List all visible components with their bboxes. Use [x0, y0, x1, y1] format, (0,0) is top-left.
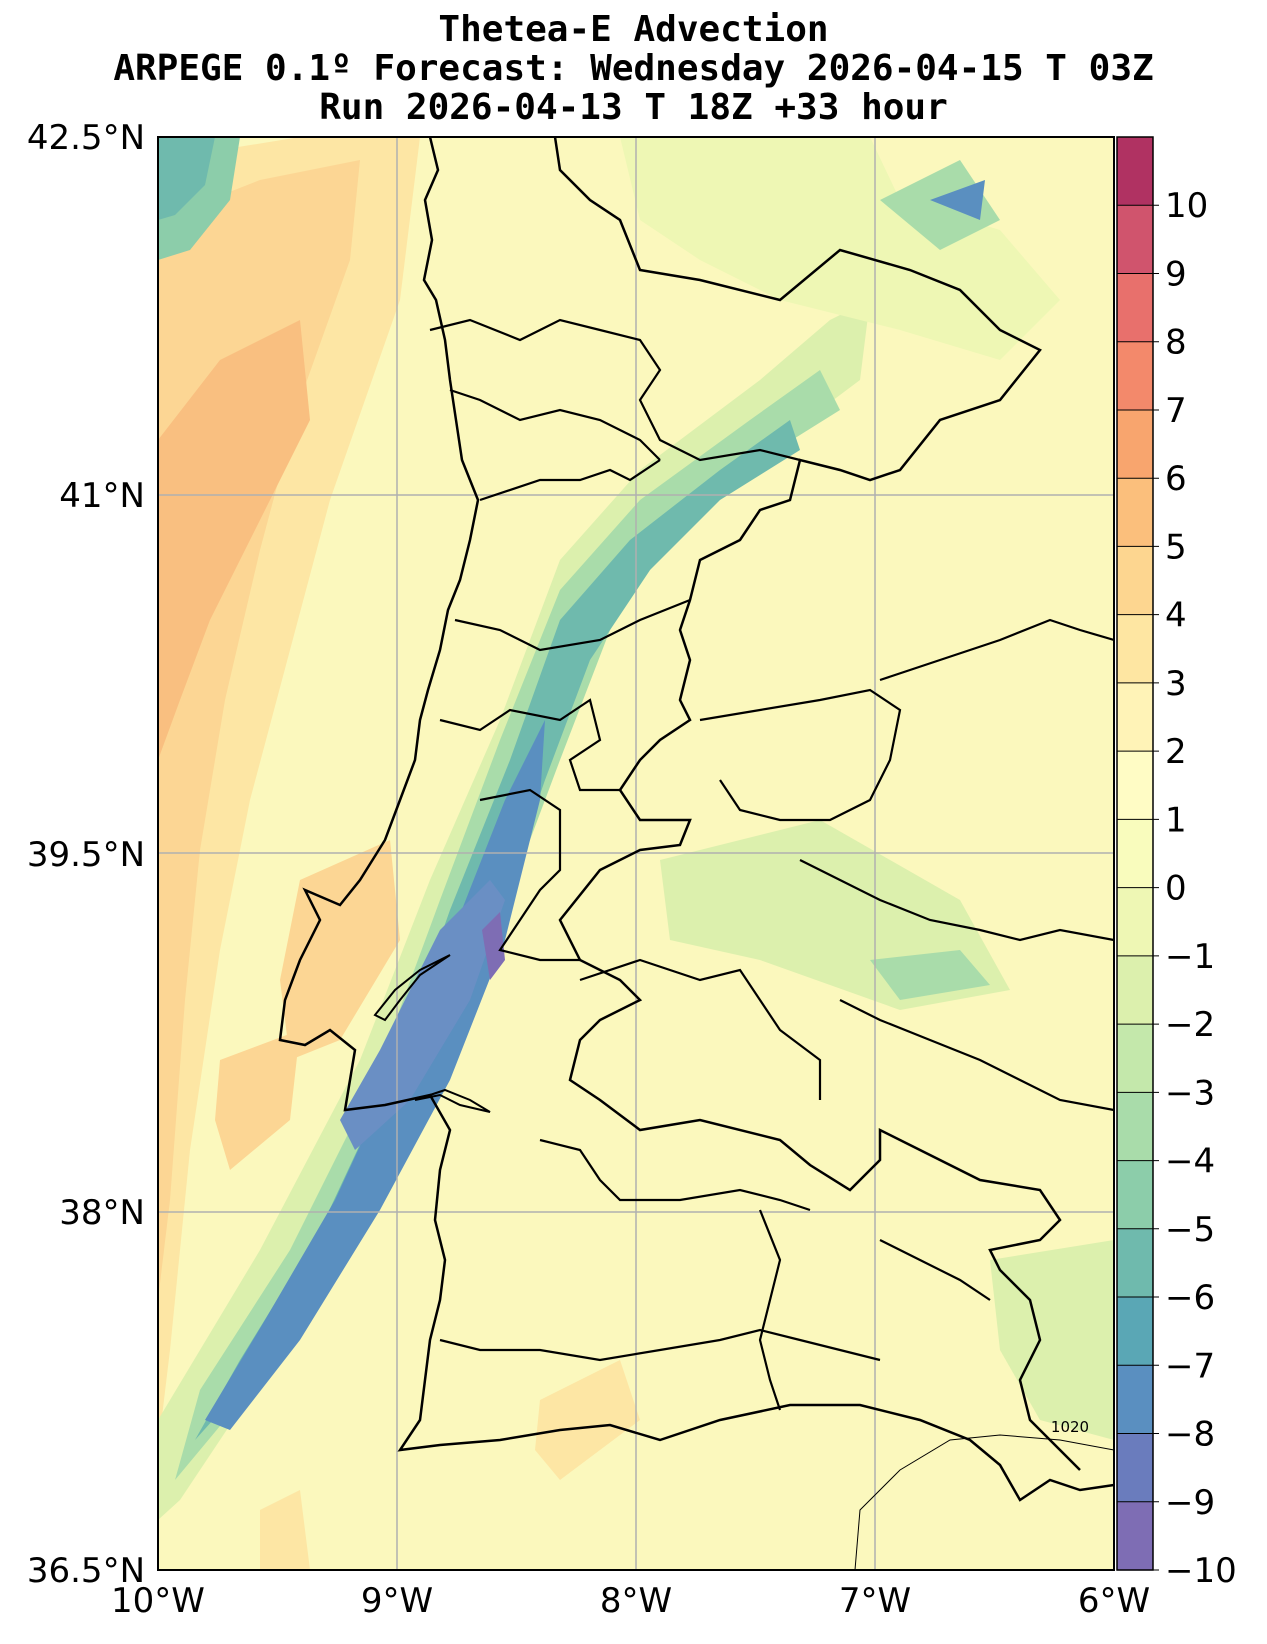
- colorbar-segment: [1117, 546, 1153, 616]
- map-subtitle-forecast: ARPEGE 0.1º Forecast: Wednesday 2026-04-…: [113, 48, 1154, 89]
- colorbar-label: 0: [1165, 869, 1187, 909]
- district-aveiro-north: [479, 459, 661, 502]
- colorbar-label: 1: [1165, 800, 1187, 840]
- isobar-1020: [854, 1434, 1114, 1570]
- colorbar-label: −10: [1165, 1551, 1237, 1591]
- lat-tick-42-5: 42.5°N: [27, 118, 145, 158]
- lon-tick-10w: 10°W: [111, 1581, 205, 1621]
- colorbar-label: −4: [1165, 1142, 1215, 1182]
- field-warm-sw: [215, 1030, 300, 1170]
- colorbar-segment: [1117, 819, 1153, 889]
- colorbar-label: 3: [1165, 664, 1187, 704]
- tagus-estuary: [373, 954, 451, 1022]
- field-cool-ne: [880, 160, 1000, 250]
- colorbar-label: −2: [1165, 1005, 1215, 1045]
- colorbar-label: −1: [1165, 937, 1215, 977]
- colorbar-label: −3: [1165, 1073, 1215, 1113]
- colorbar-label: 7: [1165, 391, 1187, 431]
- field-cold-band-core-lisbon: [340, 880, 505, 1150]
- field-warm-ocean-core: [158, 320, 310, 760]
- colorbar-label: −8: [1165, 1415, 1215, 1455]
- lon-tick-9w: 9°W: [361, 1581, 433, 1621]
- district-portalegre: [799, 859, 1114, 942]
- map-title: Thetea-E Advection: [438, 9, 829, 50]
- map-subtitle-run: Run 2026-04-13 T 18Z +33 hour: [319, 87, 948, 128]
- sado-estuary: [414, 1088, 491, 1113]
- field-cold-ne-core: [930, 180, 985, 220]
- colorbar-segment: [1117, 1024, 1153, 1093]
- colorbar-segment: [1117, 955, 1153, 1025]
- district-porto-border: [449, 388, 661, 461]
- lat-tick-39-5: 39.5°N: [27, 835, 145, 875]
- field-cold-band-min: [482, 912, 505, 980]
- country-border: [553, 137, 1081, 1471]
- field-warm-lisbon-coast: [280, 840, 400, 1060]
- advection-field: 1020: [158, 137, 1114, 1570]
- district-coimbra: [439, 698, 620, 792]
- isobar-label: 1020: [1051, 1418, 1089, 1436]
- lon-tick-8w: 8°W: [600, 1581, 672, 1621]
- district-faro-border: [439, 1328, 881, 1362]
- district-boundaries: [429, 318, 1114, 1411]
- colorbar-segment: [1117, 1433, 1153, 1503]
- colorbar-segment: [1117, 1092, 1153, 1162]
- colorbar-label: −5: [1165, 1210, 1215, 1250]
- field-cool-north: [620, 137, 1060, 360]
- colorbar-label: 10: [1165, 186, 1208, 226]
- field-cool-central-core: [870, 950, 990, 1000]
- district-huelva: [879, 1239, 991, 1301]
- district-caceres-north: [879, 618, 1114, 682]
- colorbar-segment: [1117, 751, 1153, 820]
- district-leiria-santarem: [479, 788, 580, 962]
- colorbar-segment: [1117, 205, 1153, 275]
- field-cold-band-core: [205, 720, 545, 1430]
- colorbar-label: −9: [1165, 1483, 1215, 1523]
- colorbar-segment: [1117, 1160, 1153, 1230]
- lat-tick-36-5: 36.5°N: [27, 1551, 145, 1591]
- lat-tick-38: 38°N: [59, 1193, 145, 1233]
- coastline: [278, 137, 1114, 1502]
- lon-tick-6w: 6°W: [1078, 1581, 1150, 1621]
- colorbar-segment: [1117, 1365, 1153, 1435]
- colorbar-segment: [1117, 1297, 1153, 1366]
- plot-frame: [157, 136, 1115, 1571]
- field-cold-nw-core: [158, 137, 215, 220]
- colorbar-label: 8: [1165, 323, 1187, 363]
- district-guadiana: [758, 1209, 782, 1411]
- lon-tick-7w: 7°W: [839, 1581, 911, 1621]
- lat-tick-41: 41°N: [59, 476, 145, 516]
- field-warm-sw-corner: [260, 1490, 310, 1570]
- district-evora: [579, 958, 822, 1100]
- colorbar-label: 4: [1165, 596, 1187, 636]
- colorbar-label: 9: [1165, 254, 1187, 294]
- colorbar-label: −7: [1165, 1346, 1215, 1386]
- district-castelo-branco: [699, 688, 902, 822]
- colorbar-label: −6: [1165, 1278, 1215, 1318]
- lat-axis: 42.5°N 41°N 39.5°N 38°N 36.5°N: [27, 118, 145, 1591]
- colorbar-segment: [1117, 1228, 1153, 1298]
- lon-axis: 10°W 9°W 8°W 7°W 6°W: [111, 1581, 1150, 1621]
- district-beja-north: [539, 1138, 811, 1212]
- colorbar-label: 5: [1165, 527, 1187, 567]
- colorbar-segment: [1117, 273, 1153, 343]
- field-warm-south: [535, 1360, 640, 1480]
- district-braga-border: [429, 318, 801, 462]
- colorbar-segment: [1117, 887, 1153, 957]
- district-badajoz: [839, 999, 1114, 1112]
- colorbar-segment: [1117, 409, 1153, 479]
- colorbar-segment: [1117, 137, 1153, 206]
- district-aveiro-south: [454, 598, 691, 652]
- colorbar-label: 6: [1165, 459, 1187, 499]
- colorbar-segment: [1117, 614, 1153, 684]
- colorbar-segment: [1117, 682, 1153, 752]
- colorbar-segment: [1117, 341, 1153, 411]
- colorbar-segment: [1117, 478, 1153, 548]
- colorbar-segment: [1117, 1501, 1153, 1571]
- colorbar-label: 2: [1165, 732, 1187, 772]
